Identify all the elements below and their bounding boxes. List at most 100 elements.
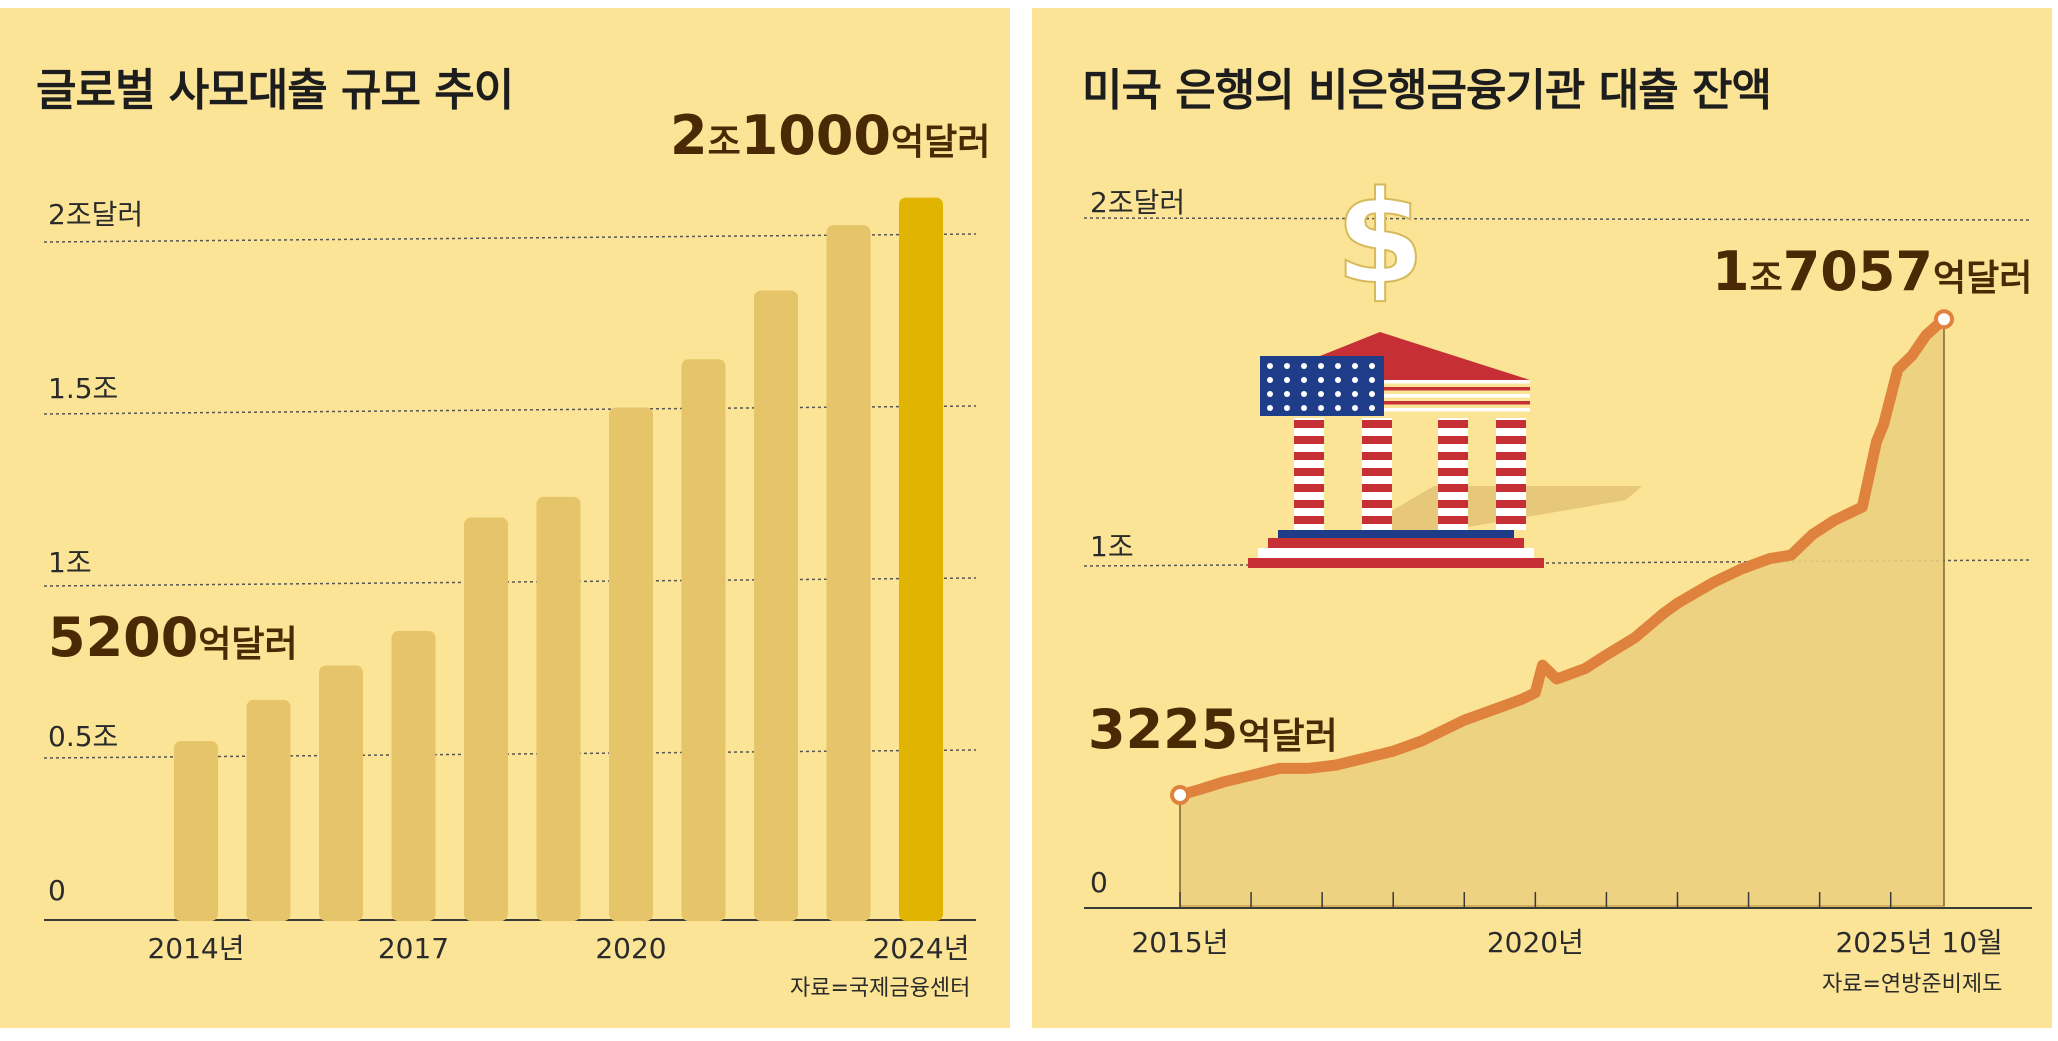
- bank-roof-stripe-0: [1260, 380, 1530, 384]
- bank-base-bottom: [1248, 558, 1544, 568]
- bank-roof-stripe-3: [1260, 401, 1530, 405]
- right-chart-panel: 미국 은행의 비은행금융기관 대출 잔액 $0 1조 2조달러 2015년 2020년 2…: [1032, 8, 2052, 1028]
- left-callout-start-part-0: 5200: [48, 606, 198, 669]
- bank-star: [1284, 377, 1290, 383]
- bank-star: [1318, 377, 1324, 383]
- bank-column-stripe: [1496, 420, 1526, 428]
- bank-column-stripe: [1496, 516, 1526, 524]
- bank-column-stripe: [1294, 436, 1324, 444]
- left-gridline-3: [43, 233, 977, 243]
- bank-column-stripe: [1438, 484, 1468, 492]
- right-chart-title: 미국 은행의 비은행금융기관 대출 잔액: [1082, 65, 1772, 116]
- right-y-tick-label-0: 0: [1090, 866, 1108, 899]
- bank-column-stripe: [1438, 420, 1468, 428]
- right-y-tick-label-2: 2조달러: [1090, 186, 1185, 219]
- left-x-tick-label-3: 2024년: [872, 932, 969, 965]
- bank-column-stripe: [1362, 500, 1392, 508]
- left-callout-start: 5200억달러: [48, 606, 298, 669]
- right-callout-end-part-1: 조: [1750, 258, 1783, 299]
- left-gridline-1: [43, 577, 977, 587]
- left-bar-2021: [681, 359, 726, 921]
- right-end-marker: [1934, 309, 1954, 330]
- left-chart-panel: 글로벌 사모대출 규모 추이 0 0.5조 1조 1.5조 2조달러 2014년 2017 2…: [0, 8, 1010, 1028]
- left-callout-end-part-0: 2: [670, 104, 708, 167]
- left-bar-2020: [609, 407, 653, 921]
- left-bar-2023: [826, 225, 871, 921]
- left-y-tick-label-4: 2조달러: [48, 198, 143, 231]
- left-callout-end-part-1: 조: [708, 122, 741, 163]
- right-x-tick-label-2: 2025년 10월: [1835, 926, 2002, 959]
- left-callout-end-part-2: 1000: [741, 104, 891, 167]
- left-y-tick-label-0: 0: [48, 874, 66, 907]
- right-callout-start: 3225억달러: [1088, 698, 1338, 761]
- bank-flag-icon: $: [1248, 163, 1642, 568]
- bank-roof-stripe-1: [1260, 387, 1530, 391]
- bank-star: [1352, 363, 1358, 369]
- bank-base-low: [1258, 548, 1534, 558]
- bank-column-stripe: [1438, 516, 1468, 524]
- right-callout-end-part-3: 억달러: [1933, 258, 2032, 299]
- dollar-sign-icon: $: [1335, 164, 1424, 313]
- bank-star: [1301, 363, 1307, 369]
- left-bar-2019: [536, 496, 581, 921]
- bank-star: [1352, 391, 1358, 397]
- right-y-tick-label-1: 1조: [1090, 530, 1134, 563]
- left-callout-start-part-1: 억달러: [198, 624, 297, 665]
- left-bar-2024: [899, 197, 943, 922]
- bank-star: [1267, 363, 1273, 369]
- bank-column-stripe: [1294, 516, 1324, 524]
- panel-divider: [1018, 50, 1022, 1010]
- bank-star: [1284, 405, 1290, 411]
- right-callout-start-part-0: 3225: [1088, 698, 1238, 761]
- bank-star: [1369, 377, 1375, 383]
- bank-column-stripe: [1362, 420, 1392, 428]
- bank-star: [1335, 363, 1341, 369]
- right-x-tick-label-1: 2020년: [1487, 926, 1584, 959]
- right-callout-end: 1조7057억달러: [1712, 240, 2032, 303]
- left-bar-2022: [754, 290, 798, 922]
- bank-star: [1352, 377, 1358, 383]
- bank-star: [1301, 405, 1307, 411]
- left-callout-end-part-3: 억달러: [891, 122, 990, 163]
- bank-star: [1284, 363, 1290, 369]
- bank-star: [1318, 363, 1324, 369]
- right-start-marker: [1170, 785, 1190, 806]
- bank-column-stripe: [1496, 484, 1526, 492]
- left-gridline-2: [43, 405, 977, 415]
- bank-roof-stripe-2: [1260, 394, 1530, 398]
- left-chart-title: 글로벌 사모대출 규모 추이: [36, 65, 514, 116]
- left-x-tick-label-2: 2020: [595, 932, 666, 965]
- left-bar-2017: [391, 631, 436, 921]
- bank-star: [1318, 405, 1324, 411]
- bank-star: [1335, 377, 1341, 383]
- left-bar-2015: [246, 699, 291, 921]
- bank-star: [1267, 377, 1273, 383]
- left-y-tick-label-2: 1조: [48, 546, 92, 579]
- bank-star: [1267, 391, 1273, 397]
- right-x-tick-label-0: 2015년: [1131, 926, 1228, 959]
- left-x-tick-label-1: 2017: [378, 932, 449, 965]
- right-callout-start-part-1: 억달러: [1238, 716, 1337, 757]
- bank-column-stripe: [1496, 468, 1526, 476]
- bank-column-stripe: [1496, 500, 1526, 508]
- right-chart-source: 자료=연방준비제도: [1822, 972, 2003, 997]
- bank-column-stripe: [1294, 420, 1324, 428]
- bank-column-stripe: [1294, 468, 1324, 476]
- left-bar-2016: [319, 665, 363, 921]
- bank-column-stripe: [1294, 484, 1324, 492]
- bank-column-stripe: [1362, 484, 1392, 492]
- bank-star: [1284, 391, 1290, 397]
- bank-column-stripe: [1362, 436, 1392, 444]
- right-callout-end-part-2: 7057: [1783, 240, 1933, 303]
- bank-base-top: [1278, 530, 1514, 538]
- bank-star: [1369, 363, 1375, 369]
- bank-column-stripe: [1362, 468, 1392, 476]
- bank-column-stripe: [1294, 452, 1324, 460]
- bank-column-stripe: [1496, 436, 1526, 444]
- left-bar-2014: [174, 741, 218, 921]
- right-callout-end-part-0: 1: [1712, 240, 1750, 303]
- bank-column-stripe: [1438, 436, 1468, 444]
